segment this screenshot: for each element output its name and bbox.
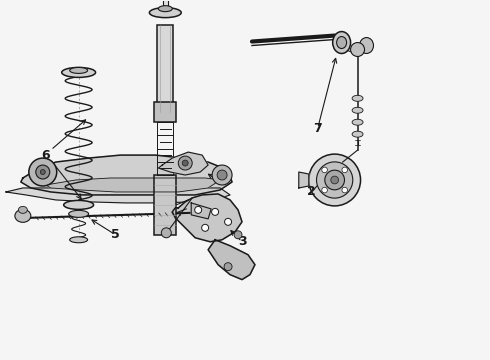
Text: 2: 2	[307, 185, 316, 198]
Circle shape	[224, 263, 232, 271]
Polygon shape	[46, 178, 220, 192]
Ellipse shape	[352, 119, 363, 125]
Circle shape	[178, 156, 192, 170]
Ellipse shape	[15, 210, 31, 222]
Text: 5: 5	[111, 228, 120, 241]
Circle shape	[161, 228, 172, 238]
Circle shape	[317, 162, 353, 198]
Circle shape	[212, 208, 219, 215]
Circle shape	[36, 165, 50, 179]
Text: 4: 4	[216, 175, 224, 189]
Polygon shape	[21, 155, 232, 195]
Circle shape	[342, 187, 347, 193]
Ellipse shape	[70, 237, 88, 243]
Bar	[157, 24, 173, 112]
Text: 1: 1	[156, 72, 165, 85]
Bar	[154, 102, 176, 122]
Text: 3: 3	[238, 235, 246, 248]
Text: 6: 6	[42, 149, 50, 162]
Polygon shape	[172, 194, 242, 242]
Ellipse shape	[360, 37, 373, 54]
Circle shape	[350, 42, 365, 57]
Ellipse shape	[352, 131, 363, 137]
Circle shape	[217, 170, 227, 180]
Polygon shape	[208, 240, 255, 280]
Circle shape	[322, 187, 327, 193]
Circle shape	[212, 165, 232, 185]
Ellipse shape	[19, 206, 27, 213]
Polygon shape	[158, 152, 208, 175]
Ellipse shape	[333, 32, 350, 54]
Ellipse shape	[352, 95, 363, 101]
Bar	[154, 175, 176, 235]
Circle shape	[234, 231, 242, 239]
Ellipse shape	[70, 67, 88, 73]
Circle shape	[322, 167, 327, 173]
Text: 7: 7	[313, 122, 322, 135]
Circle shape	[342, 167, 347, 173]
Circle shape	[29, 158, 57, 186]
Ellipse shape	[64, 201, 94, 210]
Ellipse shape	[69, 210, 89, 217]
Circle shape	[40, 170, 45, 175]
Ellipse shape	[352, 107, 363, 113]
Circle shape	[202, 224, 209, 231]
Circle shape	[195, 206, 202, 213]
Ellipse shape	[158, 6, 172, 12]
Polygon shape	[299, 172, 309, 188]
Polygon shape	[6, 188, 230, 203]
Ellipse shape	[149, 8, 181, 18]
Circle shape	[309, 154, 361, 206]
Circle shape	[182, 160, 188, 166]
Polygon shape	[191, 203, 211, 219]
Circle shape	[331, 176, 339, 184]
Circle shape	[325, 170, 344, 190]
Circle shape	[224, 219, 232, 225]
Ellipse shape	[62, 67, 96, 77]
FancyBboxPatch shape	[163, 0, 168, 15]
Ellipse shape	[337, 37, 346, 49]
